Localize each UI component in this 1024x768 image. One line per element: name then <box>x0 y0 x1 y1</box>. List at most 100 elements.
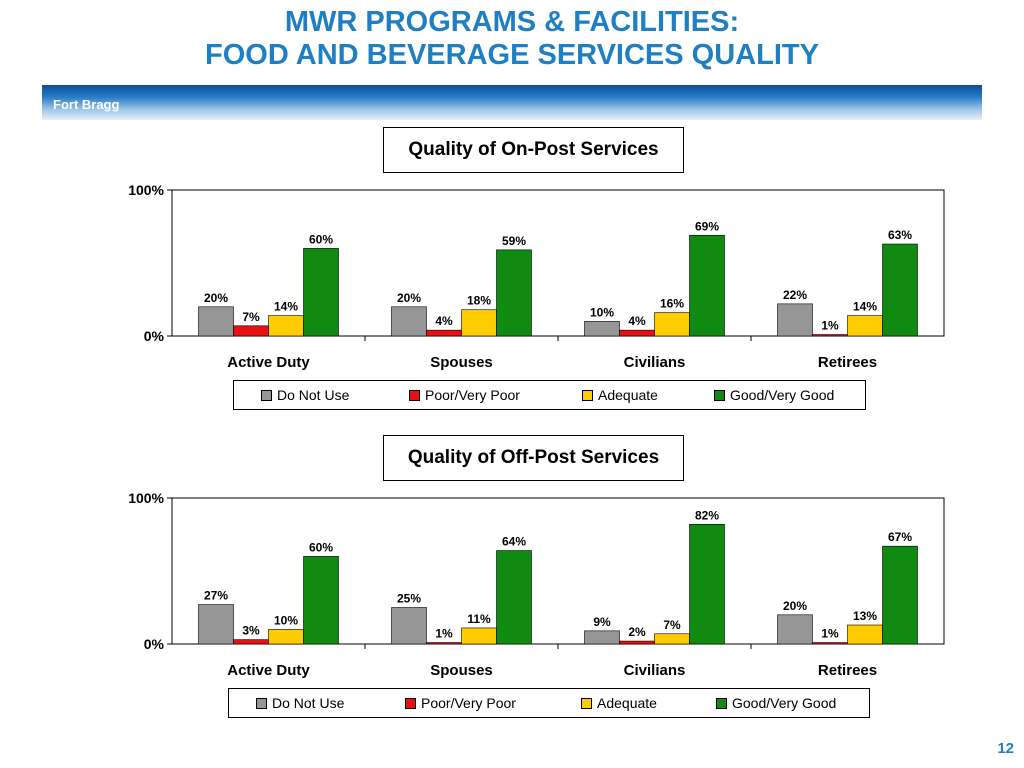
data-label: 4% <box>435 314 453 328</box>
bar-do-not-use-retirees <box>777 303 813 337</box>
data-label: 7% <box>242 310 260 324</box>
data-label: 4% <box>628 314 646 328</box>
data-label: 2% <box>628 625 646 639</box>
title-line-2: FOOD AND BEVERAGE SERVICES QUALITY <box>205 39 819 71</box>
plot-area <box>171 189 945 337</box>
legend-item-poor-very-poor: Poor/Very Poor <box>405 695 516 711</box>
bar-poor-very-poor-civilians <box>619 329 655 337</box>
bar-good-very-good-active-duty <box>303 248 339 337</box>
legend-swatch <box>405 698 416 709</box>
legend-item-do-not-use: Do Not Use <box>261 387 349 403</box>
data-label: 27% <box>204 589 228 603</box>
legend-item-poor-very-poor: Poor/Very Poor <box>409 387 520 403</box>
plot-area <box>171 497 945 645</box>
legend-swatch <box>261 390 272 401</box>
data-label: 64% <box>502 535 526 549</box>
chart-on-post: 0% 100% 20% 7% 14% 60% Active Duty 20% 4% 18% 59% S… <box>128 182 945 371</box>
bar-good-very-good-civilians <box>689 523 725 645</box>
y-tick-label: 100% <box>128 490 164 506</box>
y-tick-label: 0% <box>144 636 165 652</box>
legend-item-good-very-good: Good/Very Good <box>714 387 834 403</box>
bar-do-not-use-retirees <box>777 614 813 645</box>
bar-adequate-spouses <box>461 627 497 645</box>
bar-do-not-use-spouses <box>391 607 427 645</box>
data-label: 10% <box>274 613 298 627</box>
legend-swatch <box>256 698 267 709</box>
bar-do-not-use-spouses <box>391 306 427 337</box>
data-label: 1% <box>435 627 453 641</box>
legend-label: Good/Very Good <box>732 695 837 711</box>
data-label: 82% <box>695 508 719 522</box>
data-label: 20% <box>397 291 421 305</box>
bar-good-very-good-spouses <box>496 550 532 645</box>
bar-good-very-good-retirees <box>882 545 918 645</box>
bar-poor-very-poor-civilians <box>619 640 655 645</box>
legend-swatch <box>714 390 725 401</box>
location-label: Fort Bragg <box>53 97 120 112</box>
legend-item-adequate: Adequate <box>581 695 657 711</box>
legend-swatch <box>581 698 592 709</box>
bar-adequate-active-duty <box>268 315 304 337</box>
category-label-active-duty: Active Duty <box>227 354 310 371</box>
category-label-civilians: Civilians <box>624 662 686 679</box>
data-label: 14% <box>274 300 298 314</box>
legend-label: Do Not Use <box>272 695 345 711</box>
data-label: 1% <box>821 319 839 333</box>
category-label-spouses: Spouses <box>430 662 493 679</box>
data-label: 67% <box>888 530 912 544</box>
category-label-civilians: Civilians <box>624 354 686 371</box>
data-label: 14% <box>853 300 877 314</box>
category-label-active-duty: Active Duty <box>227 662 310 679</box>
bar-adequate-retirees <box>847 315 883 337</box>
legend-item-adequate: Adequate <box>582 387 658 403</box>
legend-swatch <box>716 698 727 709</box>
data-label: 9% <box>593 615 611 629</box>
data-label: 10% <box>590 305 614 319</box>
bar-good-very-good-spouses <box>496 249 532 337</box>
bar-poor-very-poor-spouses <box>426 642 462 645</box>
data-label: 13% <box>853 609 877 623</box>
bar-poor-very-poor-retirees <box>812 642 848 645</box>
bar-poor-very-poor-active-duty <box>233 325 269 337</box>
data-label: 60% <box>309 540 333 554</box>
header-band: Fort Bragg <box>42 85 982 120</box>
bar-adequate-civilians <box>654 312 690 337</box>
legend-item-do-not-use: Do Not Use <box>256 695 344 711</box>
data-label: 16% <box>660 297 684 311</box>
bar-good-very-good-retirees <box>882 243 918 337</box>
y-tick-label: 0% <box>144 328 165 344</box>
data-label: 63% <box>888 228 912 242</box>
bar-poor-very-poor-active-duty <box>233 639 269 645</box>
category-label-spouses: Spouses <box>430 354 493 371</box>
bar-adequate-spouses <box>461 309 497 337</box>
category-label-retirees: Retirees <box>818 662 877 679</box>
bar-do-not-use-active-duty <box>198 306 234 337</box>
legend-swatch <box>409 390 420 401</box>
legend-label: Adequate <box>597 695 657 711</box>
data-label: 18% <box>467 294 491 308</box>
y-tick-label: 100% <box>128 182 164 198</box>
bar-do-not-use-active-duty <box>198 604 234 645</box>
title-line-1: MWR PROGRAMS & FACILITIES: <box>284 6 740 38</box>
data-label: 3% <box>242 624 260 638</box>
bar-poor-very-poor-spouses <box>426 329 462 337</box>
legend-label: Good/Very Good <box>730 387 835 403</box>
data-label: 69% <box>695 219 719 233</box>
chart-title-on-post: Quality of On-Post Services <box>383 127 684 173</box>
data-label: 20% <box>204 291 228 305</box>
chart-off-post: 0% 100% 27% 3% 10% 60% Active Duty 25% 1% 11% 64% S… <box>128 490 945 679</box>
data-label: 20% <box>783 599 807 613</box>
bar-good-very-good-active-duty <box>303 556 339 645</box>
legend-label: Poor/Very Poor <box>425 387 520 403</box>
data-label: 11% <box>467 612 491 626</box>
data-label: 1% <box>821 627 839 641</box>
data-label: 22% <box>783 288 807 302</box>
chart-title-off-post: Quality of Off-Post Services <box>383 435 684 481</box>
bar-do-not-use-civilians <box>584 321 620 337</box>
bar-do-not-use-civilians <box>584 630 620 645</box>
page-number: 12 <box>997 740 1014 757</box>
page-title: MWR PROGRAMS & FACILITIES: FOOD AND BEVE… <box>0 6 1024 72</box>
legend-off-post: Do Not Use Poor/Very Poor Adequate Good/Ver… <box>228 688 870 718</box>
legend-label: Do Not Use <box>277 387 350 403</box>
bar-poor-very-poor-retirees <box>812 334 848 337</box>
